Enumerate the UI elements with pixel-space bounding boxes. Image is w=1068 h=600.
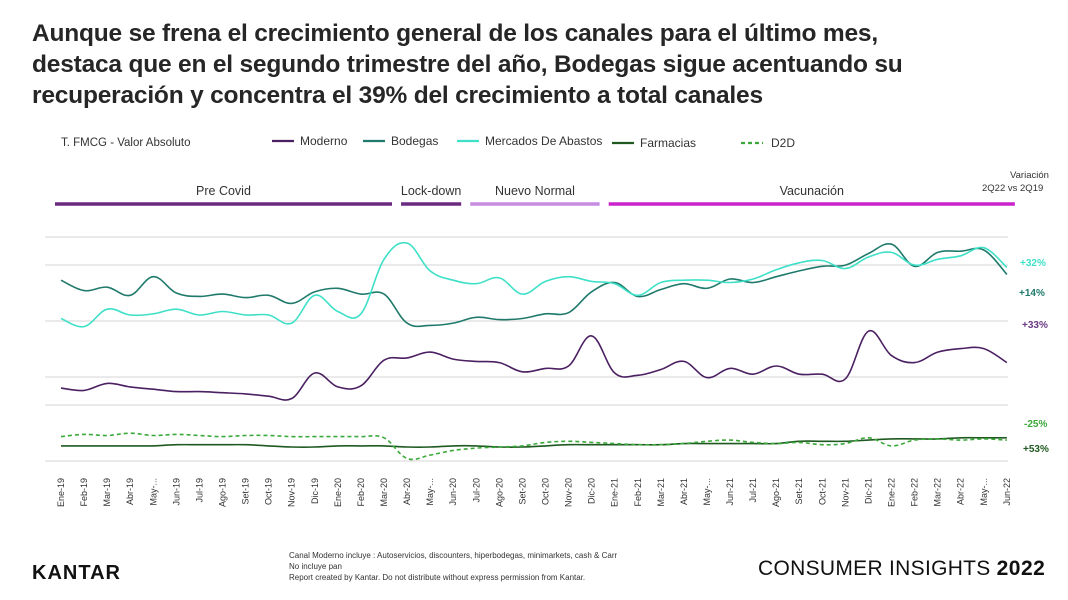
x-tick-label: Feb-22 — [910, 478, 920, 507]
x-tick-label: Jun-22 — [1002, 478, 1012, 506]
report-year: 2022 — [996, 557, 1046, 580]
x-tick-label: Ago-19 — [217, 478, 227, 507]
x-tick-label: Jun-21 — [725, 478, 735, 506]
x-tick-label: May-... — [979, 478, 989, 506]
legend-label-mercados: Mercados De Abastos — [485, 134, 602, 148]
variation-header-line-2: 2Q22 vs 2Q19 — [982, 183, 1043, 194]
headline-line-3: recuperación y concentra el 39% del crec… — [32, 82, 763, 109]
consumer-insights-label: CONSUMER INSIGHTS 2022 — [758, 557, 1045, 581]
footer-note-2: No incluye pan — [289, 562, 342, 571]
chart-subtitle: T. FMCG - Valor Absoluto — [61, 137, 191, 149]
x-tick-label: Oct-19 — [264, 478, 274, 505]
phase-label: Pre Covid — [196, 184, 251, 198]
x-tick-label: Set-21 — [794, 478, 804, 505]
x-tick-label: Ago-20 — [494, 478, 504, 507]
x-tick-label: Ene-19 — [56, 478, 66, 507]
variation-label-farmacias: +53% — [1023, 444, 1049, 455]
headline-line-1: Aunque se frena el crecimiento general d… — [32, 20, 878, 47]
x-tick-label: Nov-21 — [840, 478, 850, 507]
x-tick-label: Dic-21 — [863, 478, 873, 504]
x-tick-label: Mar-20 — [379, 478, 389, 507]
series-line-moderno — [60, 330, 1008, 401]
x-tick-label: Ene-20 — [333, 478, 343, 507]
x-tick-label: Mar-19 — [102, 478, 112, 507]
x-tick-label: May-... — [425, 478, 435, 506]
x-tick-label: Jun-19 — [171, 478, 181, 506]
legend-label-farmacias: Farmacias — [640, 136, 696, 150]
x-tick-label: Abr-19 — [125, 478, 135, 505]
x-tick-label: Nov-20 — [564, 478, 574, 507]
x-tick-label: Feb-19 — [79, 478, 89, 507]
x-tick-label: Set-19 — [241, 478, 251, 505]
footer-note-1: Canal Moderno incluye : Autoservicios, d… — [289, 551, 618, 560]
x-tick-label: Abr-21 — [679, 478, 689, 505]
x-tick-label: Feb-21 — [633, 478, 643, 507]
x-tick-label: Ene-22 — [887, 478, 897, 507]
series-line-farmacias — [61, 436, 1007, 448]
headline-line-2: destaca que en el segundo trimestre del … — [32, 51, 903, 78]
x-tick-label: May-... — [148, 478, 158, 506]
variation-label-bodegas: +14% — [1019, 288, 1045, 299]
x-tick-label: Abr-22 — [956, 478, 966, 505]
x-tick-label: May-... — [702, 478, 712, 506]
variation-label-d2d: -25% — [1024, 419, 1047, 430]
x-tick-label: Jun-20 — [448, 478, 458, 506]
phase-label: Lock-down — [401, 184, 461, 198]
consumer-insights-text: CONSUMER INSIGHTS — [758, 557, 991, 580]
phase-label: Nuevo Normal — [495, 184, 575, 198]
x-tick-label: Jul-20 — [471, 478, 481, 503]
x-tick-label: Dic-19 — [310, 478, 320, 504]
legend-label-d2d: D2D — [771, 136, 795, 150]
variation-label-mercados: +32% — [1020, 258, 1046, 269]
series-line-bodegas — [60, 242, 1008, 328]
x-tick-label: Mar-21 — [656, 478, 666, 507]
series-line-d2d — [60, 432, 1007, 461]
phase-label: Vacunación — [780, 184, 844, 198]
x-tick-label: Feb-20 — [356, 478, 366, 507]
legend-label-bodegas: Bodegas — [391, 134, 438, 148]
variation-header-line-1: Variación — [1010, 170, 1049, 181]
kantar-logo: KANTAR — [32, 562, 121, 584]
x-tick-label: Set-20 — [517, 478, 527, 505]
x-tick-label: Abr-20 — [402, 478, 412, 505]
x-tick-label: Ene-21 — [610, 478, 620, 507]
footer-notes: Canal Moderno incluye : Autoservicios, d… — [289, 550, 617, 583]
x-tick-label: Jul-21 — [748, 478, 758, 503]
x-tick-label: Oct-20 — [540, 478, 550, 505]
series-line-mercados — [60, 241, 1008, 328]
x-tick-label: Jul-19 — [194, 478, 204, 503]
legend-label-moderno: Moderno — [300, 134, 348, 148]
headline: Aunque se frena el crecimiento general d… — [32, 18, 1032, 111]
x-tick-label: Dic-20 — [587, 478, 597, 504]
variation-label-moderno: +33% — [1022, 320, 1048, 331]
x-tick-label: Mar-22 — [933, 478, 943, 507]
footer-note-3: Report created by Kantar. Do not distrib… — [289, 573, 586, 582]
x-tick-label: Ago-21 — [771, 478, 781, 507]
x-tick-label: Oct-21 — [817, 478, 827, 505]
x-tick-label: Nov-19 — [287, 478, 297, 507]
